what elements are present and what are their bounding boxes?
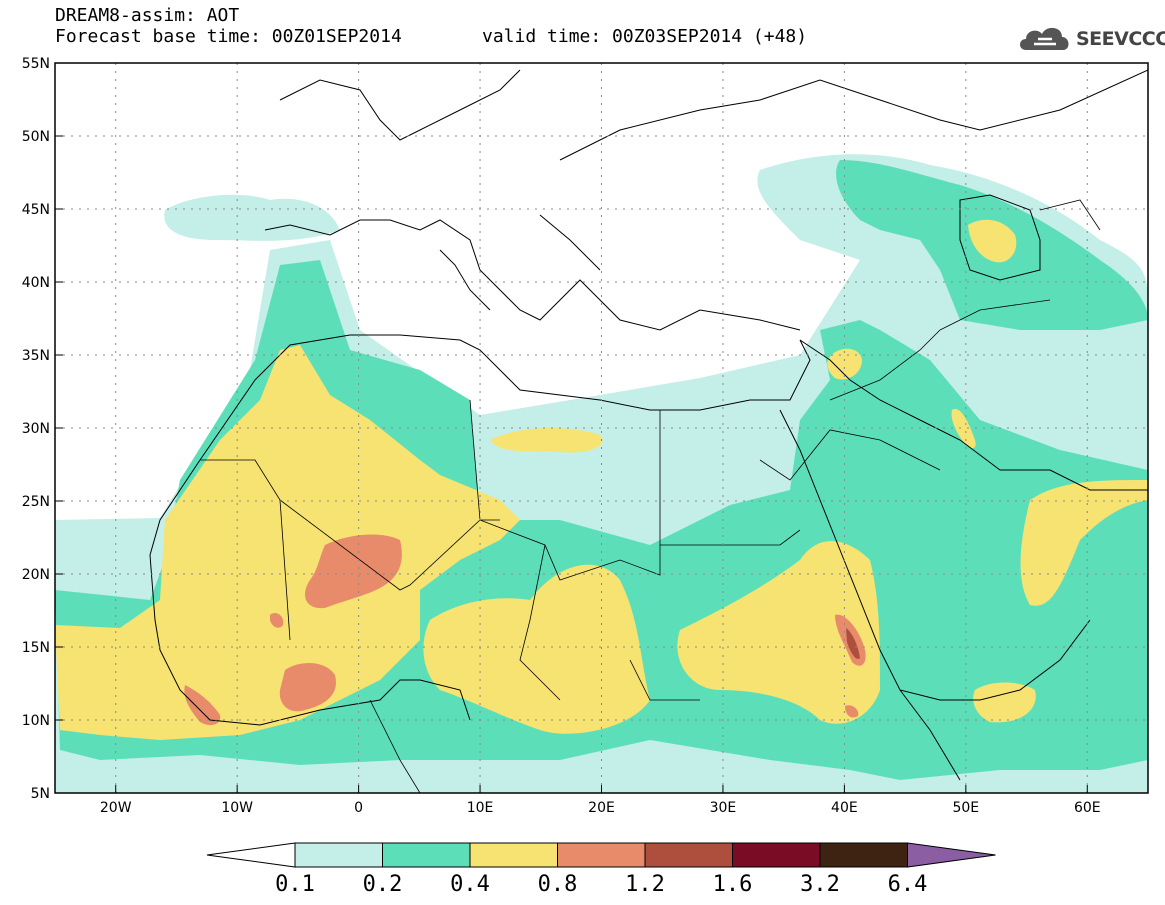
lat-tick-label: 25N <box>22 494 50 510</box>
colorbar-label: 3.2 <box>800 872 840 897</box>
lon-tick-label: 10W <box>221 800 253 816</box>
colorbar-box <box>732 842 821 868</box>
chart-title: DREAM8-assim: AOT <box>55 5 240 26</box>
colorbar-label: 6.4 <box>887 872 928 897</box>
colorbar-label: 1.6 <box>712 872 753 897</box>
lat-tick-label: 35N <box>22 348 50 364</box>
lon-tick-label: 30E <box>710 800 737 816</box>
lat-tick-label: 55N <box>22 56 50 72</box>
lon-tick-label: 50E <box>952 800 979 816</box>
lat-tick-label: 5N <box>31 786 50 802</box>
colorbar-box <box>382 842 471 868</box>
colorbar-label: 1.2 <box>625 872 665 897</box>
colorbar-box <box>819 842 908 868</box>
colorbar-label: 0.8 <box>537 872 578 897</box>
colorbar-label: 0.1 <box>275 872 315 897</box>
aot-level-1-2 <box>846 628 860 659</box>
colorbar-box <box>469 842 558 868</box>
seevccc-logo: SEEVCCC <box>1016 20 1165 56</box>
lon-tick-label: 20W <box>100 800 132 816</box>
colorbar-box <box>294 842 383 868</box>
colorbar-label: 0.2 <box>362 872 403 897</box>
colorbar-under-triangle <box>206 842 296 868</box>
lat-tick-label: 10N <box>22 713 50 729</box>
lat-tick-label: 40N <box>22 275 50 291</box>
valid-time: valid time: 00Z03SEP2014 (+48) <box>482 26 808 47</box>
lon-tick-label: 60E <box>1074 800 1101 816</box>
lon-tick-label: 20E <box>588 800 615 816</box>
logo-text: SEEVCCC <box>1076 28 1165 50</box>
country-borders <box>200 199 1101 793</box>
aot-level-0-4 <box>55 219 1148 740</box>
map-axes: 20W 10W 0 10E 20E 30E 40E 50E 60E 55N 50N 45N 40N 35N… <box>22 56 1101 816</box>
lon-tick-label: 0 <box>354 800 363 816</box>
lat-tick-label: 30N <box>22 421 50 437</box>
colorbar-box <box>557 842 646 868</box>
cloud-icon <box>1020 27 1069 50</box>
map-grid <box>55 63 1148 793</box>
lat-tick-label: 20N <box>22 567 50 583</box>
lat-tick-label: 50N <box>22 129 50 145</box>
coastlines <box>149 69 1148 781</box>
colorbar-box <box>644 842 733 868</box>
lon-tick-label: 10E <box>467 800 494 816</box>
colorbar-label: 0.4 <box>450 872 490 897</box>
colorbar-over-triangle <box>907 842 996 868</box>
forecast-base-time: Forecast base time: 00Z01SEP2014 <box>55 26 402 47</box>
lon-tick-label: 40E <box>831 800 858 816</box>
lat-tick-label: 45N <box>22 202 50 218</box>
lat-tick-label: 15N <box>22 640 50 656</box>
